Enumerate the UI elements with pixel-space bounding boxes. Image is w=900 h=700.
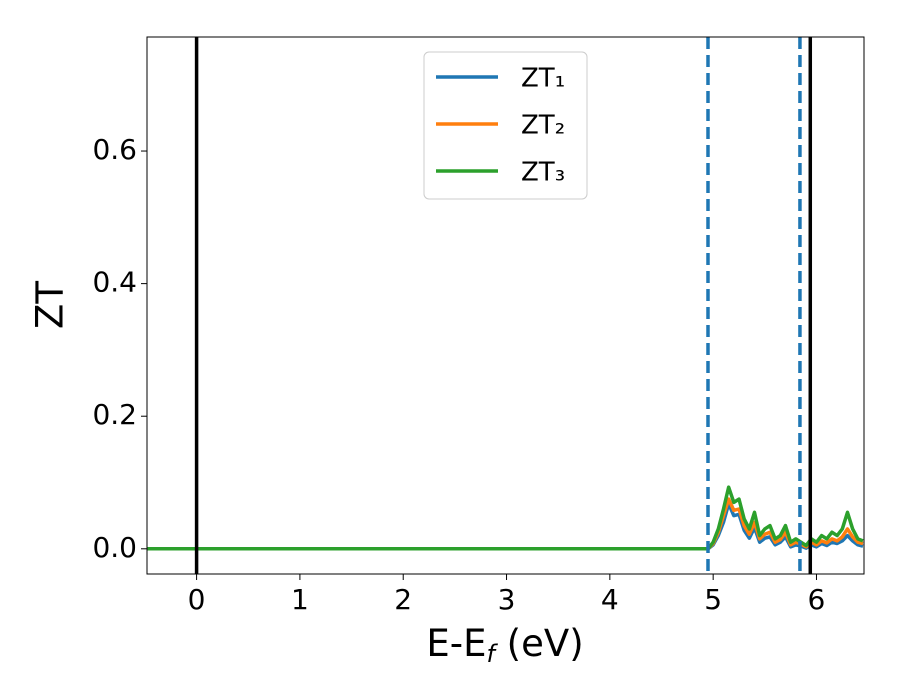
series-line: [147, 485, 864, 551]
legend-label: ZT₃: [521, 158, 565, 188]
x-tick-label: 5: [704, 583, 722, 616]
y-tick-label: 0.2: [92, 398, 137, 431]
x-label-part: (eV): [495, 622, 584, 665]
x-axis-label: E-Ef (eV): [426, 622, 583, 669]
legend-label: ZT₁: [521, 64, 565, 94]
x-tick-label: 3: [498, 583, 516, 616]
x-tick-label: 1: [291, 583, 309, 616]
x-tick-label: 2: [394, 583, 412, 616]
series-line: [147, 497, 864, 551]
legend-label: ZT₂: [521, 111, 565, 141]
y-tick-label: 0.0: [92, 531, 137, 564]
x-tick-label: 4: [601, 583, 619, 616]
y-tick-label: 0.4: [92, 266, 137, 299]
x-tick-label: 6: [808, 583, 826, 616]
y-tick-label: 0.6: [92, 133, 137, 166]
plot-frame: [146, 36, 865, 575]
x-tick-label: 0: [188, 583, 206, 616]
series-line: [147, 501, 864, 551]
x-label-part: E-E: [426, 622, 486, 665]
legend-box: [423, 51, 588, 200]
y-axis-label: ZT: [29, 281, 72, 329]
